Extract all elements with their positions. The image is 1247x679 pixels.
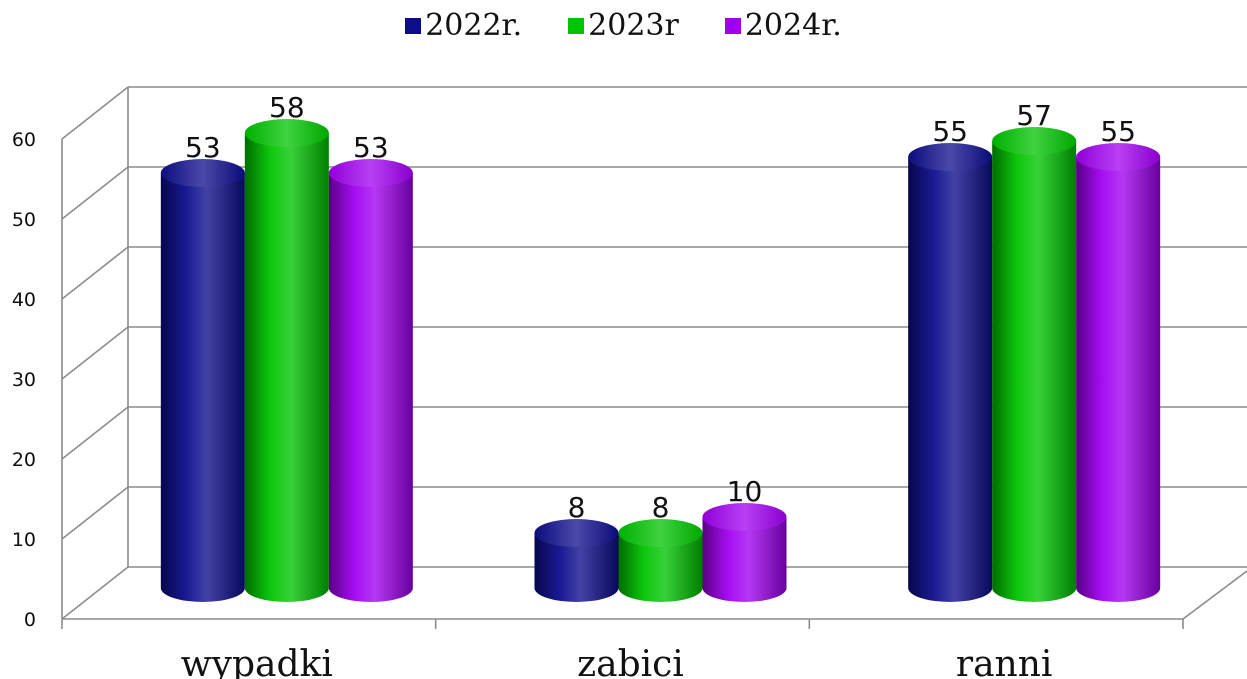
bar-top: [992, 127, 1077, 155]
bar-top: [160, 159, 245, 187]
data-label: 8: [652, 491, 670, 524]
category-label: zabici: [577, 644, 684, 679]
legend-item-2022: 2022r.: [405, 8, 522, 43]
gridline-side: [61, 566, 129, 620]
bar-top: [328, 159, 413, 187]
bar: [160, 159, 245, 602]
bar-body: [992, 141, 1077, 602]
category-label: ranni: [956, 644, 1053, 679]
gridline-side: [61, 486, 129, 540]
gridline-side: [61, 326, 129, 380]
y-tick-label: 40: [12, 289, 36, 311]
legend-label-2024: 2024r.: [744, 8, 842, 43]
bar-body: [702, 517, 787, 602]
bar-top: [618, 519, 703, 547]
bar-top: [702, 503, 787, 531]
gridline-side: [61, 246, 129, 300]
bar-body: [534, 533, 619, 602]
y-tick-label: 50: [12, 209, 36, 231]
bar-top: [1076, 143, 1161, 171]
bar: [328, 159, 413, 602]
bar: [702, 503, 787, 602]
bar: [244, 119, 329, 602]
bar: [618, 519, 703, 602]
bar-top: [908, 143, 993, 171]
bar-body: [618, 533, 703, 602]
data-label: 58: [269, 91, 305, 124]
data-label: 55: [932, 115, 968, 148]
legend-item-2023: 2023r: [568, 8, 679, 43]
gridline-side: [61, 406, 129, 460]
data-label: 53: [185, 131, 221, 164]
legend-label-2023: 2023r: [588, 8, 679, 43]
floor-edge: [1182, 570, 1247, 620]
bar-body: [160, 173, 245, 602]
gridline-side: [61, 86, 129, 140]
data-label: 8: [568, 491, 586, 524]
bar: [1076, 143, 1161, 602]
legend-item-2024: 2024r.: [724, 8, 842, 43]
bar: [908, 143, 993, 602]
y-tick-label: 30: [12, 369, 36, 391]
bars: [160, 119, 1161, 602]
y-tick-label: 0: [24, 609, 36, 631]
gridline-side: [61, 166, 129, 220]
labels: 0 10 20 30 40 50 60 53 58 53 wypadki 8 8 10 zabici 55 57…: [12, 91, 1136, 679]
legend-swatch-2023: [568, 17, 585, 34]
bar-body: [1076, 157, 1161, 602]
legend-swatch-2024: [724, 17, 741, 34]
data-label: 53: [353, 131, 389, 164]
y-tick-label: 20: [12, 449, 36, 471]
data-label: 10: [727, 475, 763, 508]
legend: 2022r. 2023r 2024r.: [0, 8, 1247, 43]
category-label: wypadki: [181, 644, 333, 679]
data-label: 55: [1100, 115, 1136, 148]
bar-top: [244, 119, 329, 147]
bar: [992, 127, 1077, 602]
bar-body: [328, 173, 413, 602]
bar: [534, 519, 619, 602]
legend-label-2022: 2022r.: [425, 8, 523, 43]
y-tick-label: 10: [12, 529, 36, 551]
y-tick-label: 60: [12, 129, 36, 151]
data-label: 57: [1016, 99, 1052, 132]
bar-body: [244, 133, 329, 602]
legend-swatch-2022: [405, 17, 422, 34]
bar-body: [908, 157, 993, 602]
bar-top: [534, 519, 619, 547]
